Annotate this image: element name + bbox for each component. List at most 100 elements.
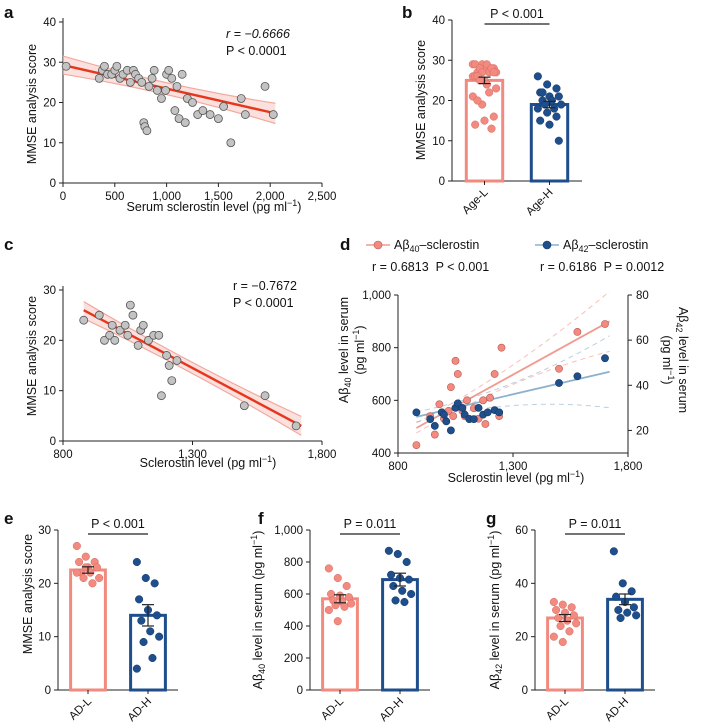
panel-d-ab40-data-point: [430, 430, 439, 439]
panel-g-data-point: [623, 608, 632, 617]
panel-d-x-tick-label: 1,800: [614, 461, 643, 473]
panel-a-data-point: [100, 61, 109, 71]
panel-b-y-tick-label: 0: [439, 176, 445, 188]
panel-a-data-point: [180, 118, 190, 128]
panel-a-data-point: [188, 98, 197, 107]
panel-a-x-tick-label: 1,000: [152, 191, 181, 203]
panel-b-significance-label: P < 0.001: [490, 7, 544, 21]
panel-a-x-label: Serum sclerostin level (pg ml−1): [127, 198, 302, 214]
panel-b-data-point: [533, 72, 542, 81]
panel-d-y-label-left-unit: (pg ml−1): [351, 325, 367, 374]
panel-e-data-point: [139, 637, 148, 647]
panel-f-data-point: [407, 589, 416, 599]
panel-f-data-point: [400, 597, 409, 607]
panel-g-significance-label: P = 0.011: [569, 517, 622, 531]
panel-d-ab42-data-point: [446, 426, 455, 435]
panel-a-data-point: [125, 77, 135, 87]
panel-e-data-point: [72, 568, 81, 577]
panel-e-data-point: [79, 573, 88, 583]
panel-d-right-tick-label: 40: [636, 380, 649, 392]
panel-d-left-tick-label: 1,000: [362, 290, 391, 302]
panel-d-ab40-data-point: [449, 412, 458, 421]
panel-d-ab42-data-point: [430, 422, 439, 430]
legend-ab42-marker: [542, 240, 552, 250]
panel-a-x-tick-label: 2,000: [256, 191, 285, 203]
panel-f-y-tick-label: 800: [284, 557, 303, 569]
panel-d-right-tick-label: 80: [636, 290, 649, 302]
panel-g-data-point: [554, 613, 563, 623]
panel-b-data-point: [557, 100, 566, 109]
panel-g-data-point: [569, 611, 578, 620]
panel-e-data-point: [132, 664, 141, 673]
panel-g-data-point: [572, 619, 581, 628]
panel-f-x-tick-label: AD-L: [319, 695, 346, 722]
panel-b-data-point: [480, 116, 489, 125]
panel-e-data-point: [141, 573, 150, 583]
panel-a-data-point: [213, 114, 223, 123]
panel-a-data-point: [167, 73, 177, 83]
panel-a-y-tick-label: 20: [43, 98, 56, 110]
panel-d-ab40-data-point: [451, 356, 460, 365]
panel-g-y-label: Aβ42 level in serum (pg ml−1): [486, 531, 504, 690]
panel-b-data-point: [489, 68, 498, 77]
panel-c-ci-upper: [83, 301, 302, 417]
panel-d-x-tick-label: 1,300: [499, 461, 528, 473]
panel-d-left-tick-label: 600: [372, 395, 391, 407]
panel-c-y-label: MMSE analysis score: [25, 296, 39, 416]
panel-f-significance-label: P = 0.011: [344, 517, 397, 531]
panel-d-ab42-data-point: [474, 403, 483, 412]
panel-a-x-tick-label: 2,500: [308, 191, 337, 203]
panel-d-x-tick-label: 800: [388, 461, 407, 473]
panel-g-data-point: [618, 579, 627, 588]
panel-d-left-tick-label: 400: [372, 448, 391, 460]
panel-g-data-point: [549, 597, 558, 607]
panel-c-data-point: [128, 310, 138, 320]
panel-letter-f: f: [258, 509, 264, 528]
panel-a-x-tick-label: 500: [105, 191, 124, 203]
panel-f-data-point: [398, 586, 407, 595]
panel-d-ab42-data-point: [440, 410, 448, 419]
panel-d-ab42-data-point: [469, 415, 478, 424]
panel-f-x-tick-label: AD-H: [378, 696, 406, 724]
panel-g-data-point: [549, 632, 558, 641]
panel-a-data-point: [236, 94, 246, 103]
panel-c-data-point: [167, 376, 177, 386]
panel-c-x-tick-label: 1,300: [178, 449, 207, 461]
panel-a-data-point: [198, 106, 208, 115]
panel-f-data-point: [393, 549, 402, 559]
panel-a-r-value: r = −0.6666: [226, 27, 290, 41]
panel-letter-d: d: [340, 235, 350, 254]
panel-d-ab40-data-point: [486, 393, 494, 402]
panel-c-data-point: [157, 391, 166, 401]
panel-b-y-tick-label: 10: [432, 136, 445, 148]
panel-b-y-tick-label: 20: [432, 96, 445, 108]
panel-g-data-point: [632, 611, 641, 620]
panel-d-right-tick-label: 20: [636, 425, 649, 437]
panel-d-ab42-data-point: [412, 408, 421, 417]
panel-a-ci-upper: [62, 55, 276, 104]
panel-e-x-tick-label: AD-H: [126, 696, 154, 724]
panel-b-y-label: MMSE analysis score: [414, 40, 428, 160]
panel-e-y-label: MMSE analysis score: [21, 534, 35, 654]
panel-e-x-tick-label: AD-L: [67, 695, 94, 722]
panel-d-y-label-left: Aβ40 level in serum: [337, 297, 353, 403]
panel-c-regression-line: [83, 309, 302, 427]
panel-d-ab40-data-point: [481, 420, 490, 428]
panel-e-data-point: [137, 616, 146, 625]
panel-d-ab40-ci-upper: [416, 290, 610, 424]
panel-e-significance-label: P < 0.001: [91, 517, 145, 531]
panel-a-data-point: [149, 65, 159, 75]
panel-g-data-point: [616, 613, 625, 623]
panel-c-p-value: P < 0.0001: [233, 296, 294, 310]
panel-f-data-point: [404, 575, 413, 584]
panel-c-data-point: [291, 421, 301, 431]
panel-c-data-point: [164, 361, 174, 370]
panel-f-data-point: [402, 557, 411, 567]
panel-a-x-tick-label: 1,500: [204, 191, 233, 203]
panel-g-data-point: [556, 621, 565, 631]
panel-f-data-point: [324, 605, 333, 615]
panel-f-data-point: [391, 596, 400, 605]
panel-a-data-point: [177, 69, 187, 79]
panel-a-data-point: [170, 106, 180, 115]
panel-a-data-point: [147, 73, 157, 83]
